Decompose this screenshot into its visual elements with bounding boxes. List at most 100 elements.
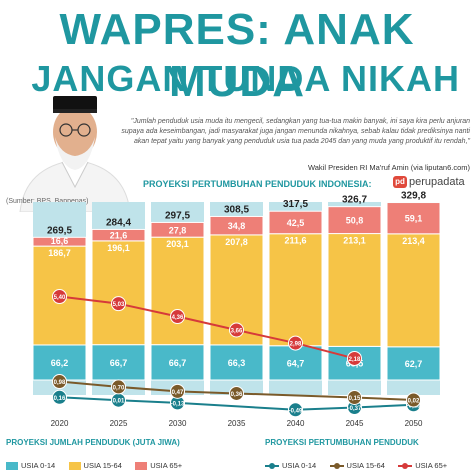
bar-legend-item-young: USIA 0-14 [6,461,55,471]
year-tick-label: 2045 [346,419,364,428]
year-tick-label: 2050 [405,419,423,428]
bar-old-label: 34,8 [228,221,246,231]
bar-working-label: 213,4 [402,236,425,246]
bar-working [150,236,205,346]
line-old-point-label: 5,40 [54,295,66,301]
line-working-point-label: 0,70 [113,385,125,391]
line-old-point-label: 3,66 [231,329,243,335]
bar-old [386,202,441,235]
line-legend-title: PROYEKSI PERTUMBUHAN PENDUDUK [265,438,419,447]
line-working [59,380,414,401]
line-old-point-label: 2,18 [349,357,361,363]
line-old-point-label: 4,36 [172,315,184,321]
bar-old [209,215,264,236]
line-old-point [229,322,244,338]
bar-working-label: 203,1 [166,239,189,249]
line-working-point [229,385,244,401]
line-young-point-label: -0,49 [289,408,303,414]
bar-young-label: 66,7 [110,358,128,368]
total-label: 317,5 [283,199,308,210]
line-old-point [170,309,185,325]
title-line1: WAPRES: ANAK MUDA [59,5,415,106]
line-legend-item-young: USIA 0-14 [265,461,316,470]
total-label: 297,5 [165,210,190,221]
portrait-photo [0,92,150,212]
bar-working-label: 211,6 [284,236,306,246]
line-old-point-label: 5,03 [113,302,125,308]
line-old-point-label: 2,98 [290,342,302,348]
line-working-point-label: 0,98 [54,380,66,386]
bar-old-label: 50,8 [346,216,364,226]
bar-working-label: 196,1 [107,243,130,253]
year-tick-label: 2035 [228,419,246,428]
bar-old [268,210,323,235]
line-young-point-label: 0,01 [113,399,125,405]
line-working-point-label: 0,47 [172,390,184,396]
line-working-point-label: 0,36 [231,392,243,398]
bar-old-label: 21,6 [110,231,128,241]
bar-old-label: 27,8 [169,225,187,235]
bar-working-label: 186,7 [48,248,71,258]
bar-young [268,345,323,381]
year-tick-label: 2020 [51,419,69,428]
line-legend-item-working: USIA 15-64 [329,461,385,470]
line-young-point-label: -0,13 [171,401,185,407]
bar-working [386,233,441,348]
bar-young [150,344,205,381]
source-note: (Sumber: BPS, Bappenas) [6,198,89,205]
bar-young-label: 66,7 [169,358,187,368]
total-label: 329,8 [401,191,426,202]
line-old-point [288,335,303,351]
line-young [59,396,414,411]
bar-legend: PROYEKSI JUMLAH PENDUDUK (JUTA JIWA) USI… [6,438,182,473]
line-young-point [52,389,67,405]
line-old [59,295,355,360]
quote-attribution: Wakil Presiden RI Ma'ruf Amin (via liput… [307,163,470,172]
line-legend-item-old: USIA 65+ [398,461,447,470]
quote-text: "Jumlah penduduk usia muda itu mengecil,… [121,118,470,145]
line-legend: PROYEKSI PERTUMBUHAN PENDUDUK USIA 0-14 … [265,438,447,473]
bar-old-label: 42,5 [287,218,305,228]
line-working-point-label: 0,15 [349,396,361,402]
line-old-point [52,289,67,305]
year-tick-label: 2030 [169,419,187,428]
line-working-point-label: 0,02 [408,399,420,405]
bar-young [209,344,264,381]
bar-old-label: 16,6 [51,236,69,246]
bar-working-label: 207,8 [225,237,248,247]
bar-old-label: 59,1 [405,214,423,224]
bar-young-label: 62,7 [405,359,423,369]
line-working-point [52,374,67,390]
bar-old [150,221,205,238]
line-old-point [347,350,362,366]
line-old-point [111,296,126,312]
bar-working [91,240,146,346]
bar-legend-title: PROYEKSI JUMLAH PENDUDUK (JUTA JIWA) [6,438,180,447]
total-label: 326,7 [342,195,367,206]
line-working-point [406,392,421,408]
total-label: 308,5 [224,204,249,215]
projection-heading: PROYEKSI PERTUMBUHAN PENDUDUK INDONESIA: [143,179,372,189]
line-working-point [111,379,126,395]
total-label: 284,4 [106,217,131,228]
perupadata-icon: pd [393,176,407,189]
line-young-point-label: -0,37 [348,406,362,412]
bar-legend-item-working: USIA 15-64 [68,461,122,471]
bar-young-label: 64,7 [287,358,305,368]
line-working-point [347,390,362,405]
line-young-point [288,402,303,418]
bar-old [91,228,146,242]
bar-young-label: 66,3 [228,358,246,368]
brand-name: perupadata [409,176,465,188]
total-label: 269,5 [47,225,72,236]
bar-legend-item-old: USIA 65+ [135,461,182,471]
bar-young-label: 66,2 [51,358,69,368]
bar-working-label: 213,1 [343,236,366,246]
brand-logo: pd perupadata [393,176,465,189]
line-young-point-label: 0,16 [54,396,66,402]
year-tick-label: 2040 [287,419,305,428]
year-tick-label: 2025 [110,419,128,428]
line-working-point [170,383,185,399]
bar-old [32,236,87,247]
